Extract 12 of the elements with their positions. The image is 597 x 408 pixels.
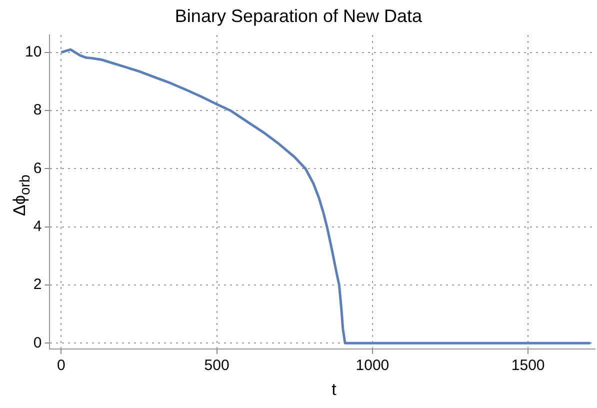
y-tick-label: 2	[33, 276, 42, 294]
x-tick-label: 1500	[511, 357, 545, 374]
x-tick-label: 1000	[356, 357, 390, 374]
x-axis-title: t	[330, 380, 338, 400]
y-tick-label: 0	[33, 334, 42, 352]
chart-title: Binary Separation of New Data	[174, 6, 424, 27]
y-tick-label: 6	[33, 160, 42, 177]
x-tick-label: 500	[204, 357, 230, 374]
y-tick-label: 10	[24, 44, 42, 61]
y-tick-label: 8	[33, 102, 42, 119]
y-tick-label: 4	[33, 218, 42, 236]
x-tick-label: 0	[57, 357, 66, 374]
